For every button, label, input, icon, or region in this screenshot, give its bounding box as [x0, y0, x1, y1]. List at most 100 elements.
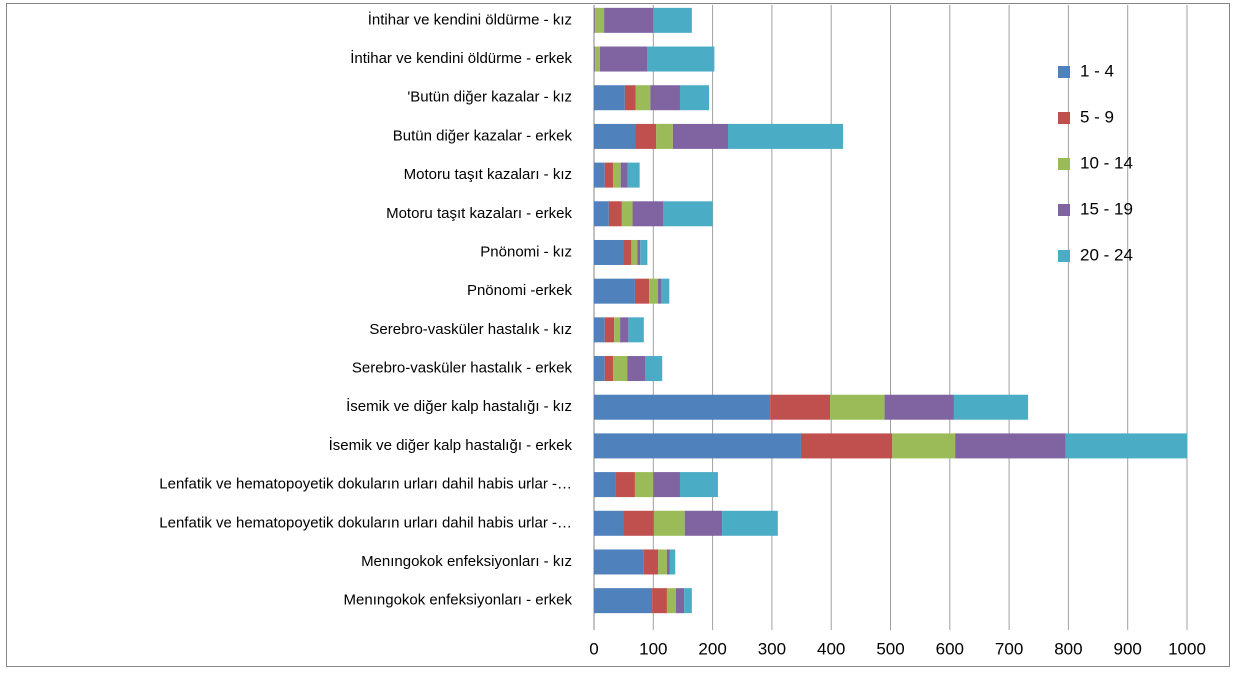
x-tick-label: 900 [1114, 639, 1142, 658]
y-tick-label: Butün diğer kazalar - erkek [393, 127, 573, 144]
bar-segment [679, 472, 718, 498]
y-tick-label: Menıngokok enfeksiyonları - kız [361, 553, 572, 570]
bar-segment [594, 278, 635, 304]
bar-segment [623, 510, 654, 536]
bar-segment [656, 123, 673, 149]
bar-segment [635, 85, 651, 111]
bar-segment [647, 46, 715, 72]
bar-segment [1065, 433, 1187, 459]
y-tick-label: İsemik ve diğer kalp hastalığı - erkek [329, 436, 573, 454]
bar-segment [684, 588, 692, 614]
bar-segment [615, 472, 635, 498]
bar-segment [634, 278, 650, 304]
legend-label: 1 - 4 [1080, 61, 1114, 80]
bar-segment [770, 394, 831, 420]
bar-segment [627, 356, 645, 382]
bar-segment [612, 162, 621, 188]
bar-segment [722, 510, 778, 536]
y-tick-label: İntihar ve kendini öldürme - erkek [350, 49, 572, 67]
bar-segment [604, 162, 613, 188]
bar-segment [644, 356, 663, 382]
y-tick-label: Lenfatik ve hematopoyetik dokuların urla… [159, 514, 572, 531]
y-tick-label: Serebro-vasküler hastalık - erkek [352, 360, 573, 377]
bar-segment [594, 588, 653, 614]
bar-segment [640, 239, 648, 265]
legend-label: 15 - 19 [1080, 199, 1133, 218]
bar-segment [627, 162, 640, 188]
bar-segment [643, 549, 659, 575]
bar-segment [666, 549, 670, 575]
bar-segment [612, 356, 628, 382]
bar-segment [594, 239, 624, 265]
bar-segment [953, 394, 1029, 420]
y-tick-label: 'Butün diğer kazalar - kız [407, 89, 572, 106]
bar-segment [594, 46, 595, 72]
y-tick-label: Lenfatik ve hematopoyetik dokuların urla… [159, 476, 572, 493]
bar-segment [594, 7, 596, 33]
bar-segment [684, 510, 723, 536]
bar-segment [635, 123, 657, 149]
bar-segment [595, 7, 605, 33]
x-tick-label: 1000 [1168, 639, 1206, 658]
x-tick-label: 0 [589, 639, 598, 658]
y-tick-label: İntihar ve kendini öldürme - kız [368, 10, 572, 28]
bar-segment [628, 317, 644, 343]
legend-label: 10 - 14 [1080, 153, 1133, 172]
legend-swatch [1058, 204, 1070, 216]
bar-segment [594, 472, 616, 498]
y-tick-label: Motoru taşıt kazaları - kız [404, 166, 572, 183]
y-tick-label: Serebro-vasküler hastalık - kız [369, 321, 572, 338]
bar-segment [652, 588, 667, 614]
bar-segment [653, 7, 692, 33]
bar-segment [594, 123, 636, 149]
bar-segment [653, 510, 685, 536]
legend-label: 20 - 24 [1080, 245, 1133, 264]
bar-segment [728, 123, 844, 149]
legend-swatch [1058, 66, 1070, 78]
x-tick-label: 100 [639, 639, 667, 658]
bar-segment [672, 123, 729, 149]
legend-swatch [1058, 112, 1070, 124]
bar-segment [892, 433, 956, 459]
bar-segment [604, 356, 613, 382]
legend-label: 5 - 9 [1080, 107, 1114, 126]
bar-segment [594, 7, 595, 33]
bar-segment [608, 201, 622, 227]
y-tick-label: İsemik ve diğer kalp hastalığı - kız [346, 397, 572, 415]
bar-segment [632, 201, 664, 227]
bar-segment [594, 317, 605, 343]
bar-segment [594, 510, 624, 536]
bar-segment [594, 46, 596, 72]
x-tick-label: 700 [995, 639, 1023, 658]
bar-segment [669, 549, 676, 575]
x-tick-label: 500 [876, 639, 904, 658]
bar-segment [658, 278, 662, 304]
bar-segment [884, 394, 954, 420]
bar-segment [620, 317, 629, 343]
x-tick-label: 400 [817, 639, 845, 658]
bar-segment [955, 433, 1066, 459]
bar-segment [637, 239, 641, 265]
bar-segment [624, 85, 636, 111]
bar-segment [679, 85, 710, 111]
bar-segment [594, 201, 609, 227]
bar-segment [666, 588, 676, 614]
bar-segment [631, 239, 638, 265]
y-tick-label: Pnönomi - kız [480, 243, 572, 260]
x-tick-label: 300 [758, 639, 786, 658]
bar-segment [599, 46, 648, 72]
bar-segment [663, 201, 713, 227]
bar-segment [830, 394, 885, 420]
bar-segment [594, 549, 644, 575]
bar-segment [595, 46, 600, 72]
bar-segment [604, 317, 615, 343]
bar-segment [614, 317, 621, 343]
x-tick-label: 800 [1054, 639, 1082, 658]
x-tick-label: 600 [936, 639, 964, 658]
bar-segment [594, 356, 605, 382]
legend-swatch [1058, 250, 1070, 262]
bar-segment [653, 472, 680, 498]
bar-segment [649, 278, 659, 304]
bar-segment [650, 85, 680, 111]
